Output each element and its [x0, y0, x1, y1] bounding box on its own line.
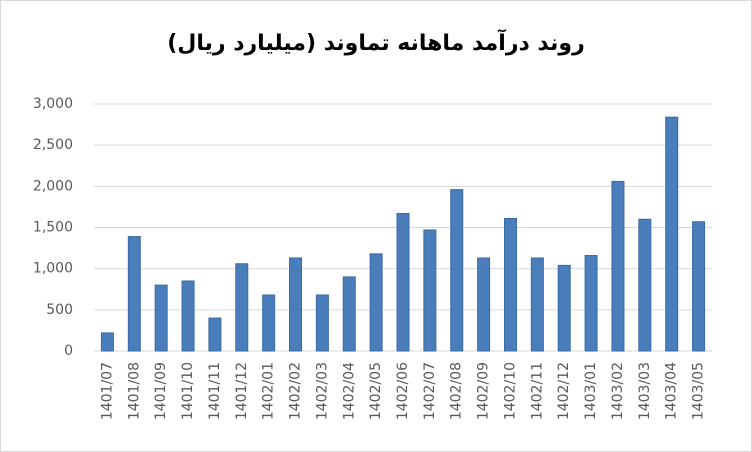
bar: [503, 217, 517, 352]
bar: [127, 236, 141, 352]
x-tick-label: 1403/03: [637, 362, 653, 420]
bar: [154, 284, 168, 352]
bar: [692, 221, 706, 352]
x-tick-label: 1401/12: [234, 362, 250, 420]
x-tick-label: 1403/02: [610, 362, 626, 420]
bar: [638, 218, 652, 352]
bar: [611, 180, 625, 352]
x-tick-label: 1403/01: [583, 362, 599, 420]
y-tick-label: 1,500: [33, 220, 73, 236]
bar: [450, 189, 464, 352]
x-tick-label: 1401/08: [126, 362, 142, 420]
x-tick-label: 1402/10: [502, 362, 518, 420]
x-tick-label: 1401/09: [153, 362, 169, 420]
bar: [181, 280, 195, 352]
chart-title: روند درآمد ماهانه تماوند (میلیارد ریال): [167, 28, 585, 56]
y-tick-label: 2,500: [33, 137, 73, 153]
x-tick-label: 1402/01: [261, 362, 277, 420]
bar: [557, 264, 571, 352]
x-tick-label: 1402/05: [368, 362, 384, 420]
bar: [665, 116, 679, 352]
y-tick-label: 0: [64, 343, 73, 359]
x-tick-label: 1401/07: [99, 362, 115, 420]
bar: [477, 257, 491, 352]
y-tick-label: 2,000: [33, 178, 73, 194]
bar: [342, 276, 356, 352]
bar: [289, 257, 303, 352]
x-tick-label: 1403/04: [664, 362, 680, 420]
x-tick-label: 1402/12: [556, 362, 572, 420]
bar: [235, 263, 249, 352]
x-tick-label: 1402/09: [476, 362, 492, 420]
x-tick-label: 1402/04: [341, 362, 357, 420]
bar: [100, 332, 114, 352]
bar: [423, 229, 437, 352]
bar: [396, 213, 410, 352]
x-tick-label: 1401/10: [180, 362, 196, 420]
x-tick-label: 1402/07: [422, 362, 438, 420]
bar: [369, 253, 383, 352]
bar: [315, 294, 329, 352]
x-tick-label: 1402/11: [529, 362, 545, 420]
bar: [208, 317, 222, 352]
y-tick-label: 1,000: [33, 261, 73, 277]
x-tick-label: 1402/08: [449, 362, 465, 420]
x-tick-label: 1402/03: [314, 362, 330, 420]
x-tick-label: 1403/05: [691, 362, 707, 420]
x-tick-label: 1402/02: [288, 362, 304, 420]
y-tick-label: 3,000: [33, 96, 73, 112]
bar: [262, 294, 276, 352]
bar: [530, 257, 544, 352]
bar: [584, 254, 598, 352]
y-tick-label: 500: [46, 302, 73, 318]
x-tick-label: 1402/06: [395, 362, 411, 420]
x-tick-label: 1401/11: [207, 362, 223, 420]
